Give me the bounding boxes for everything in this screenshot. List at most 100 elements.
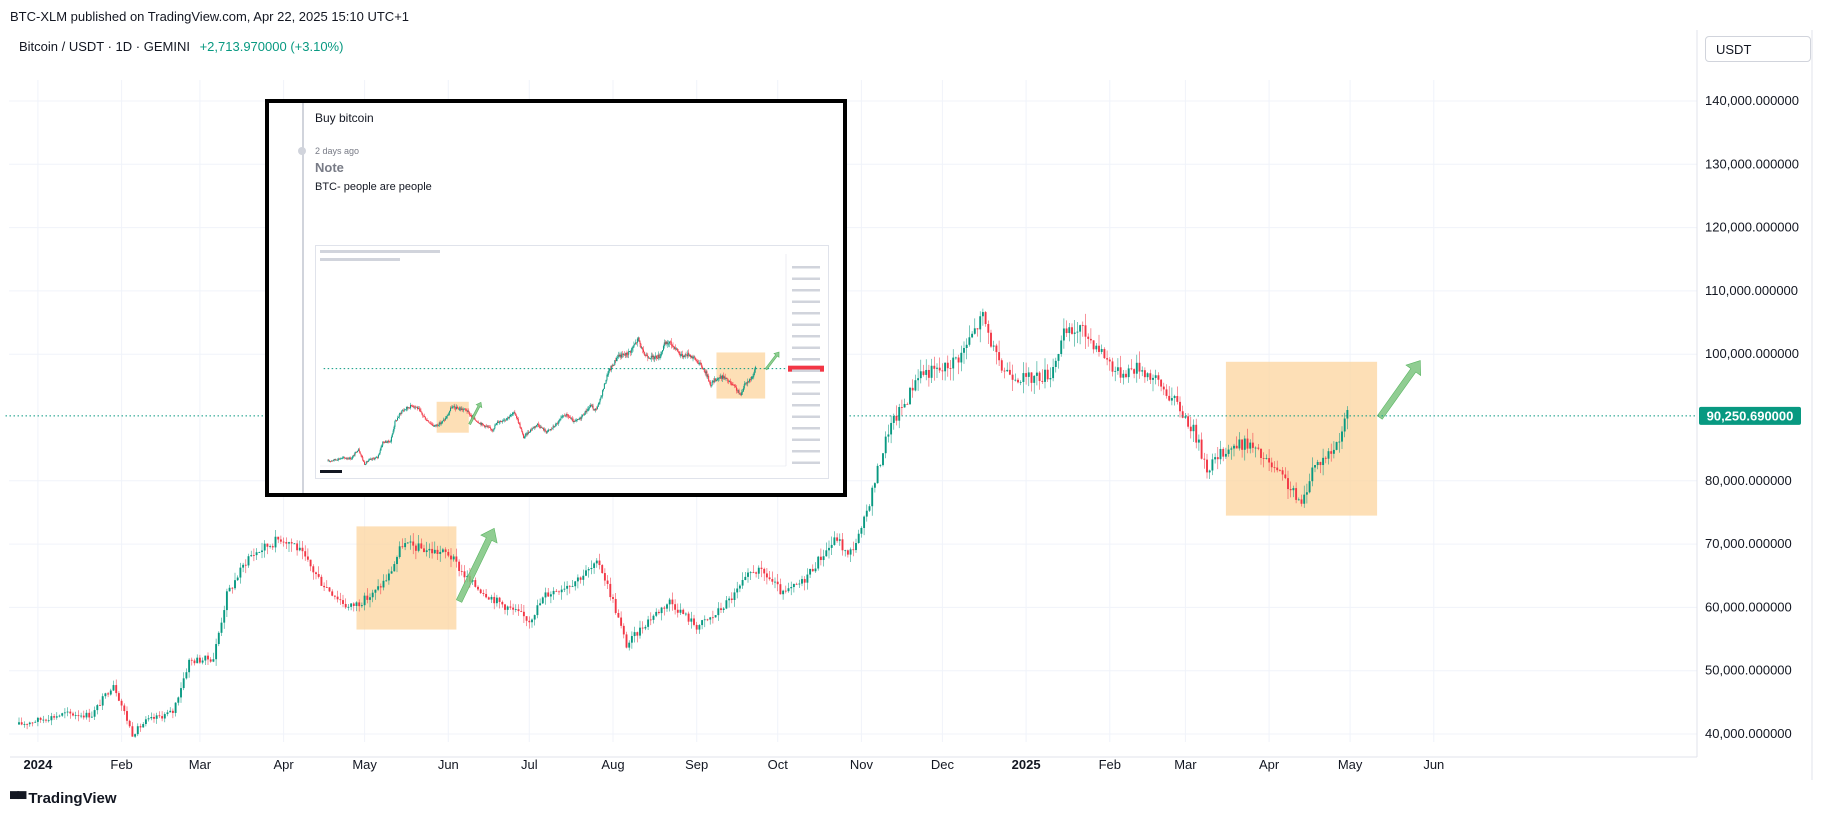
candle-body (887, 434, 890, 437)
candle-body (1149, 373, 1152, 380)
candle-body (460, 408, 462, 410)
candle-body (423, 548, 425, 553)
candle-body (343, 457, 345, 459)
candle-body (386, 441, 388, 443)
candle-body (614, 360, 616, 366)
candle-body (1025, 373, 1028, 377)
candle-body (682, 354, 684, 358)
x-tick-label: Feb (110, 757, 132, 772)
candle-body (269, 546, 272, 547)
x-tick-label: Jun (438, 757, 459, 772)
candle-body (1173, 396, 1176, 399)
candle-body (1338, 441, 1341, 443)
candle-body (406, 406, 408, 410)
candle-body (784, 590, 787, 592)
candle-body (234, 580, 236, 589)
inset-y-tick (792, 277, 820, 280)
candle-body (403, 409, 405, 411)
candle-body (1260, 448, 1262, 458)
candle-body (579, 417, 581, 419)
candle-body (598, 402, 600, 404)
candle-body (664, 342, 666, 344)
trend-arrow (764, 351, 780, 371)
candle-body (66, 711, 69, 713)
candle-body (485, 425, 487, 427)
inset-y-tick (792, 381, 820, 384)
candle-body (630, 349, 632, 353)
candle-body (722, 608, 725, 610)
candle-body (765, 573, 768, 578)
candle-body (1254, 447, 1257, 449)
candle-body (1319, 461, 1322, 466)
candle-body (428, 548, 431, 551)
trend-arrow (1376, 360, 1421, 420)
candle-body (465, 409, 467, 411)
candle-body (443, 419, 445, 421)
currency-button[interactable]: USDT (1705, 36, 1811, 62)
candle-body (511, 414, 513, 416)
candle-body (728, 381, 730, 383)
candle-body (648, 357, 650, 359)
tradingview-brand[interactable]: ▀▀ TradingView (10, 790, 117, 807)
candle-body (1076, 331, 1079, 333)
candle-body (1305, 492, 1308, 495)
candle-body (612, 365, 614, 367)
candle-body (744, 383, 746, 385)
candle-body (482, 423, 484, 425)
candle-body (865, 510, 868, 517)
candle-body (933, 365, 936, 369)
candle-body (411, 405, 413, 407)
candle-body (399, 413, 401, 415)
inset-y-tick (792, 404, 820, 407)
candle-body (373, 458, 375, 460)
candle-body (625, 634, 628, 648)
candle-body (656, 358, 658, 359)
candle-body (450, 555, 452, 560)
candle-body (741, 580, 744, 586)
candle-body (798, 583, 801, 585)
candle-body (188, 659, 191, 673)
candle-body (660, 607, 663, 614)
candle-body (1014, 379, 1017, 381)
candle-body (166, 712, 169, 715)
candle-body (338, 458, 340, 460)
candle-body (1052, 366, 1055, 379)
candle-body (1019, 381, 1022, 383)
candle-body (609, 368, 611, 371)
candle-body (409, 407, 411, 409)
candle-body (763, 568, 766, 574)
candle-body (463, 408, 465, 410)
candle-body (555, 590, 558, 592)
candle-body (925, 369, 928, 375)
candle-body (513, 412, 515, 413)
candle-body (330, 460, 332, 462)
candle-body (704, 371, 706, 374)
candle-body (1092, 340, 1095, 350)
candle-body (615, 360, 617, 362)
candle-body (433, 425, 435, 427)
candle-body (671, 599, 674, 605)
candle-body (1152, 377, 1154, 380)
candle-body (458, 408, 460, 410)
candle-body (822, 556, 825, 561)
candle-body (174, 702, 177, 713)
candle-body (468, 410, 470, 413)
candle-body (633, 345, 635, 348)
candle-body (656, 355, 658, 359)
candle-body (617, 355, 619, 358)
candle-body (1206, 459, 1208, 473)
candle-body (990, 332, 992, 347)
candle-body (587, 408, 589, 411)
candle-body (290, 542, 293, 544)
candle-body (497, 421, 499, 423)
candle-body (633, 632, 636, 637)
candle-body (655, 355, 657, 357)
candle-body (525, 433, 527, 435)
candle-body (335, 459, 337, 461)
candle-body (452, 406, 454, 408)
candle-body (719, 377, 721, 379)
candle-body (328, 460, 330, 462)
candle-body (366, 595, 369, 600)
symbol-name[interactable]: Bitcoin / USDT · 1D · GEMINI (19, 39, 190, 54)
candle-body (484, 425, 486, 427)
